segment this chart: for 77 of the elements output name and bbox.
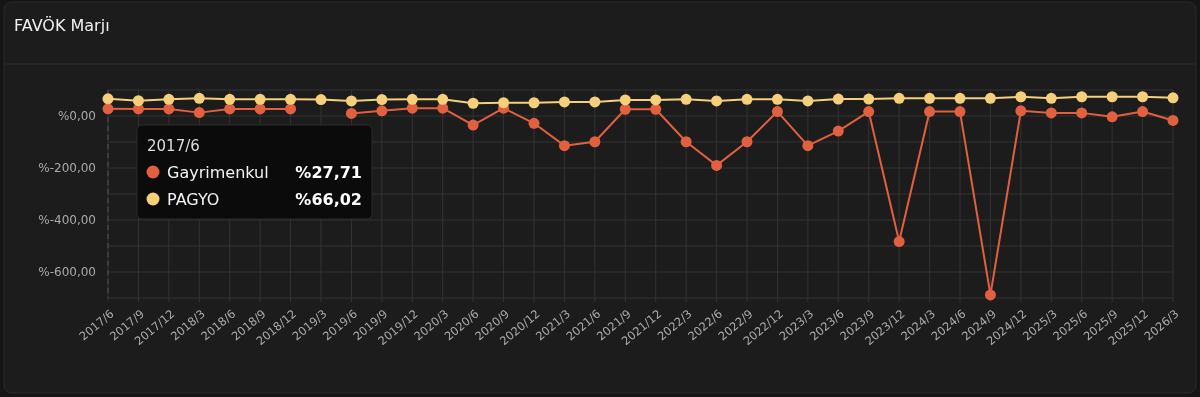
point — [924, 106, 936, 118]
point — [1167, 114, 1179, 126]
y-tick-label: %-200,00 — [38, 161, 96, 176]
point — [741, 93, 753, 105]
point — [863, 93, 875, 105]
point — [528, 117, 540, 129]
point — [984, 92, 996, 104]
point — [1106, 91, 1118, 103]
point — [893, 92, 905, 104]
point — [224, 93, 236, 105]
annotation: %27,71 — [295, 163, 362, 182]
point — [1076, 91, 1088, 103]
point — [1045, 107, 1057, 119]
point — [1045, 92, 1057, 104]
point — [832, 125, 844, 137]
point — [1137, 91, 1149, 103]
legend-label: PAGYO — [167, 190, 220, 209]
point — [832, 93, 844, 105]
point — [467, 119, 479, 131]
point — [771, 106, 783, 118]
point — [132, 95, 144, 107]
point — [863, 106, 875, 118]
y-tick-label: %-400,00 — [38, 213, 96, 228]
point — [254, 103, 266, 115]
annotation: %66,02 — [295, 190, 362, 209]
point — [589, 96, 601, 108]
point — [1076, 107, 1088, 119]
point — [467, 97, 479, 109]
point — [1015, 91, 1027, 103]
point — [802, 95, 814, 107]
point — [315, 94, 327, 106]
y-tick-label: %-600,00 — [38, 265, 96, 280]
point — [1106, 111, 1118, 123]
point — [558, 140, 570, 152]
point — [924, 92, 936, 104]
point — [285, 93, 297, 105]
legend-label: Gayrimenkul — [167, 163, 269, 182]
point — [163, 93, 175, 105]
point — [163, 103, 175, 115]
point — [1137, 106, 1149, 118]
point — [680, 93, 692, 105]
point — [285, 103, 297, 115]
point — [558, 96, 570, 108]
point — [345, 107, 357, 119]
point — [589, 136, 601, 148]
point — [528, 97, 540, 109]
point — [893, 236, 905, 248]
point — [498, 97, 510, 109]
point — [437, 93, 449, 105]
point — [680, 136, 692, 148]
point — [102, 103, 114, 115]
point — [771, 93, 783, 105]
point — [954, 92, 966, 104]
point — [1167, 92, 1179, 104]
point — [741, 136, 753, 148]
point — [711, 159, 723, 171]
point — [193, 107, 205, 119]
point — [224, 103, 236, 115]
point — [954, 106, 966, 118]
point — [193, 92, 205, 104]
point — [254, 93, 266, 105]
point — [650, 94, 662, 106]
point — [102, 93, 114, 105]
point — [345, 95, 357, 107]
point — [711, 95, 723, 107]
point — [619, 103, 631, 115]
point — [802, 140, 814, 152]
annotation: 2017/6 — [147, 137, 200, 155]
y-tick-label: %0,00 — [57, 109, 96, 124]
point — [650, 103, 662, 115]
point — [376, 94, 388, 106]
chart-title: FAVÖK Marjı — [14, 16, 110, 35]
point — [1015, 105, 1027, 117]
point — [984, 289, 996, 301]
point — [376, 105, 388, 117]
point — [406, 93, 418, 105]
point — [619, 94, 631, 106]
